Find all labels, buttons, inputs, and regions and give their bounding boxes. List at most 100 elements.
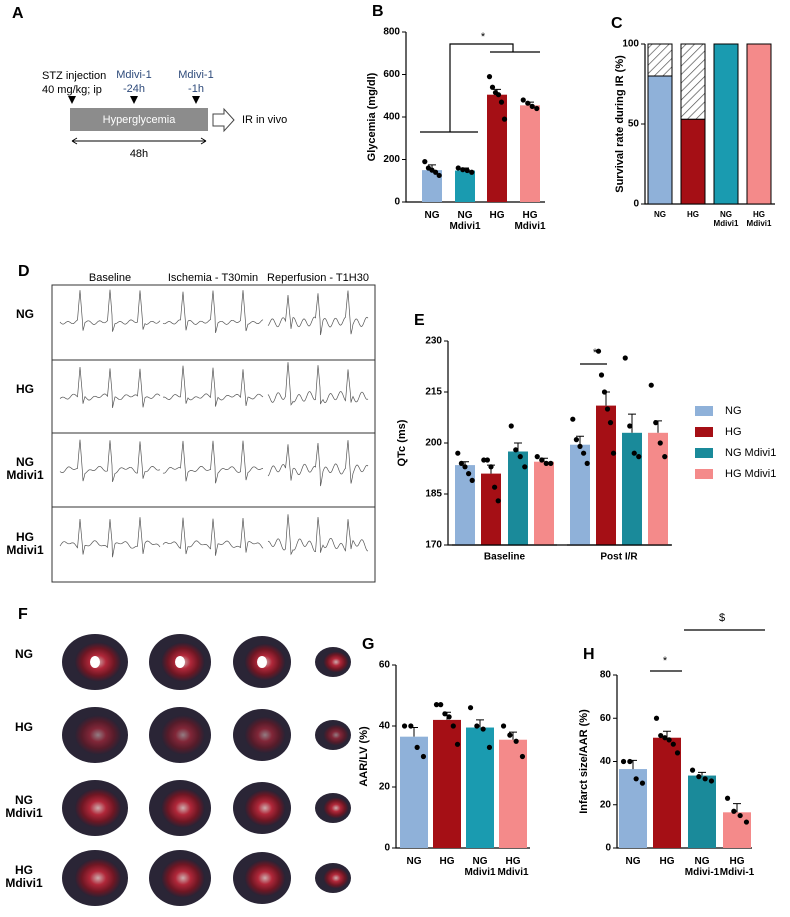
data-point [670,741,676,747]
data-point [708,778,715,784]
injection: STZ injection [42,70,106,82]
data-point [539,457,545,463]
y-axis-label: AAR/LV (%) [358,726,370,787]
data-point [570,416,576,422]
x-tick-label: HG Mdivi1 [497,856,529,878]
legend-label: HG [725,426,742,438]
data-point [648,382,654,388]
data-point [653,715,660,721]
data-point [731,808,737,814]
bar [400,736,428,848]
slice-core [161,788,205,828]
data-point [466,471,472,477]
data-point [657,440,663,446]
ecg-trace [267,362,369,406]
data-point [462,464,468,470]
slice-core [161,858,205,898]
data-point [513,738,519,744]
data-point [420,753,427,760]
phase-label: Hyperglycemia [103,114,177,126]
x-tick-label: NG Mdivi1 [464,856,496,878]
data-point [469,169,475,175]
data-point [627,758,633,765]
data-point [500,723,507,729]
data-point [662,454,668,460]
y-tick-label: 200 [425,438,442,449]
data-point [639,780,646,786]
outcome: IR in vivo [242,114,287,126]
y-tick-label: 230 [425,336,442,347]
x-tick-label-box: NG [407,856,422,867]
y-tick-label: 0 [394,197,400,208]
ecg-trace [267,514,368,556]
slice-core [244,716,286,754]
x-tick-label: HG [439,856,455,867]
drug-label: Mdivi-1 [178,69,213,81]
y-tick-label: 60 [379,660,391,671]
x-tick-label: HG Mdivi-1 [719,856,755,878]
bar [688,775,716,848]
data-point [522,464,528,470]
data-point [633,776,639,782]
slice-core [74,858,122,898]
data-point [724,795,731,801]
data-point [436,172,442,179]
x-tick-label-box: HG Mdivi1 [497,856,529,878]
x-tick-label-box: NG [626,856,641,867]
data-point [598,372,605,378]
row-label-box: NG [15,648,33,661]
slice-core [244,859,286,897]
row-label: NG [16,308,34,321]
panel-label: G [362,636,374,653]
y-tick-label: 185 [425,489,442,500]
x-tick-label: HG [489,210,505,221]
data-point [401,723,408,729]
time-label: -1h [188,83,204,95]
error-bar [628,413,636,433]
phase-bar [70,108,208,131]
data-point [438,702,444,708]
x-tick-label: HG [659,856,675,867]
data-point [595,348,602,354]
bar [455,170,475,202]
row-label-box: NG [16,308,34,321]
legend-label: NG Mdivi1 [725,447,776,459]
data-point [548,460,554,466]
x-tick-label: HG Mdivi1 [514,210,546,232]
data-point [467,705,474,711]
time-label: -24h [123,83,145,95]
error-bar [698,771,706,776]
y-tick-label: 400 [383,112,400,123]
ecg-trace [59,366,161,408]
y-tick-label: 40 [600,756,612,767]
y-axis-label: Glycemia (mg/dl) [366,72,378,161]
ecg-trace [59,439,161,483]
data-point [433,169,439,175]
row-label-box: HG [15,721,33,734]
bar [508,451,528,545]
column-header: Ischemia - T30min [168,272,258,284]
x-tick-label-box: NG [654,211,666,219]
bar [433,719,461,848]
data-point [581,450,587,456]
bar [455,465,475,545]
data-point [469,477,475,483]
bar [648,432,668,545]
data-point [610,450,617,456]
bar-segment [647,75,673,205]
x-tick-label: HG [687,211,699,219]
data-point [520,97,526,103]
data-point [486,744,493,750]
bar [723,812,751,848]
x-tick-label-box: HG Mdivi-1 [719,856,755,878]
data-point [495,498,501,504]
data-point [455,450,461,456]
bar-segment [647,43,673,77]
data-point [498,99,505,105]
legend-swatch [695,406,713,416]
panel-label: H [583,646,595,663]
data-point [737,812,743,819]
data-point [662,735,668,741]
x-tick-label-box: NG Mdivi1 [464,856,496,878]
